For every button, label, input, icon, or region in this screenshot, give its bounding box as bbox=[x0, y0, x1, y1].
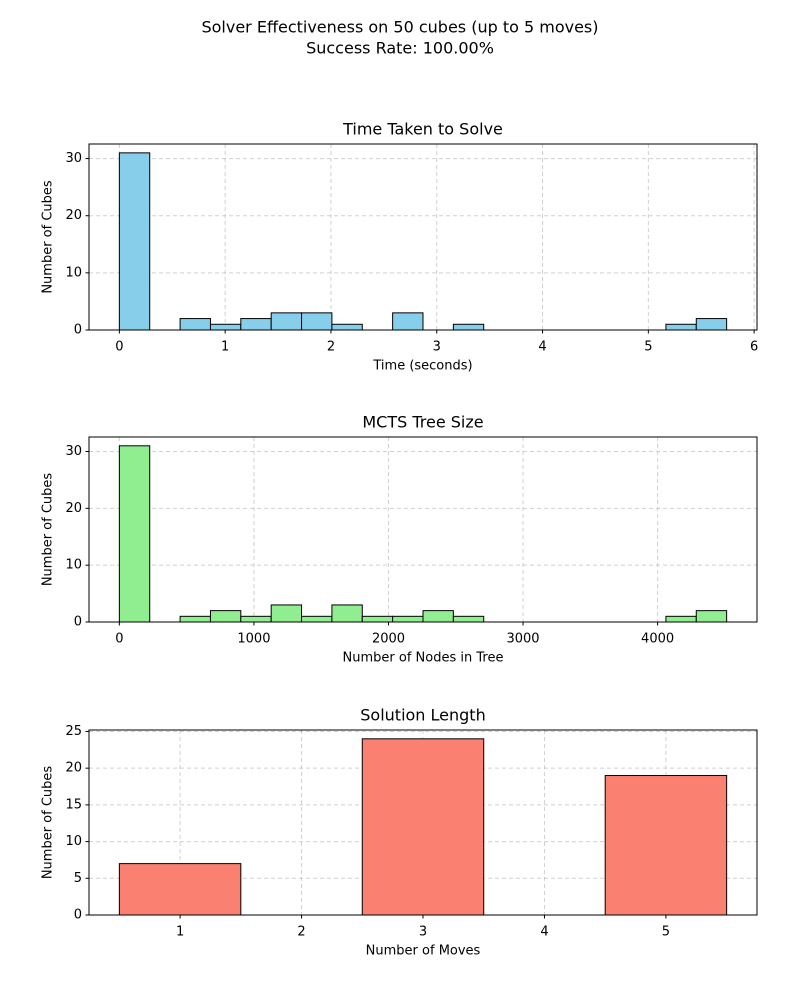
x-tick-label: 4 bbox=[540, 925, 548, 940]
y-tick-label: 10 bbox=[65, 265, 82, 280]
subplot-title: MCTS Tree Size bbox=[362, 413, 483, 432]
bar bbox=[392, 615, 424, 623]
bar bbox=[209, 323, 242, 331]
y-tick-label: 5 bbox=[74, 871, 82, 886]
axes-frame bbox=[88, 143, 758, 331]
y-axis-label: Number of Cubes bbox=[41, 473, 56, 587]
bar bbox=[422, 610, 454, 623]
x-axis-label: Number of Moves bbox=[366, 944, 481, 959]
axes-frame bbox=[88, 729, 758, 916]
y-tick-label: 20 bbox=[65, 501, 82, 516]
x-tick-label: 5 bbox=[662, 925, 670, 940]
subplot: MCTS Tree Size Number of Nodes in Tree Num… bbox=[41, 413, 758, 666]
y-tick-label: 20 bbox=[65, 761, 82, 776]
y-tick-label: 15 bbox=[65, 797, 82, 812]
y-tick-label: 10 bbox=[65, 558, 82, 573]
y-tick-label: 30 bbox=[65, 444, 82, 459]
subplot-title: Time Taken to Solve bbox=[342, 120, 503, 139]
x-tick-label: 3000 bbox=[506, 632, 539, 647]
bar bbox=[270, 312, 303, 331]
bar bbox=[118, 445, 151, 623]
bar bbox=[392, 312, 424, 331]
bar bbox=[118, 152, 151, 331]
axes-frame bbox=[88, 436, 758, 623]
bar bbox=[331, 323, 363, 331]
x-tick-label: 4 bbox=[538, 340, 546, 355]
bar bbox=[604, 775, 728, 916]
bar bbox=[452, 615, 485, 623]
bar bbox=[240, 615, 272, 623]
x-tick-label: 4000 bbox=[641, 632, 674, 647]
x-tick-label: 5 bbox=[644, 340, 652, 355]
x-axis-label: Number of Nodes in Tree bbox=[343, 651, 504, 666]
x-tick-label: 1 bbox=[221, 340, 229, 355]
x-tick-label: 2 bbox=[327, 340, 335, 355]
bar bbox=[331, 604, 363, 623]
bar bbox=[301, 312, 333, 331]
y-tick-label: 25 bbox=[65, 724, 82, 739]
bar bbox=[665, 323, 697, 331]
y-axis-label: Number of Cubes bbox=[41, 766, 56, 880]
x-tick-label: 0 bbox=[115, 340, 123, 355]
subplot: Time Taken to Solve Time (seconds) Number … bbox=[41, 120, 759, 374]
subplot-title: Solution Length bbox=[360, 706, 485, 725]
y-tick-label: 10 bbox=[65, 834, 82, 849]
x-tick-label: 1 bbox=[176, 925, 184, 940]
y-tick-label: 30 bbox=[65, 151, 82, 166]
bar bbox=[695, 610, 728, 623]
bar bbox=[452, 323, 485, 331]
bar bbox=[665, 615, 697, 623]
bar bbox=[179, 615, 211, 623]
bar bbox=[695, 318, 728, 331]
subplot: Solution Length Number of Moves Number of … bbox=[41, 706, 758, 959]
x-tick-label: 3 bbox=[419, 925, 427, 940]
y-tick-label: 20 bbox=[65, 208, 82, 223]
figure-subtitle: Success Rate: 100.00% bbox=[306, 39, 494, 58]
y-tick-label: 0 bbox=[74, 615, 82, 630]
bar bbox=[209, 610, 242, 623]
bar bbox=[118, 863, 242, 916]
x-tick-label: 0 bbox=[115, 632, 123, 647]
bar bbox=[361, 615, 394, 623]
bar bbox=[240, 318, 272, 331]
x-tick-label: 3 bbox=[433, 340, 441, 355]
bar bbox=[270, 604, 303, 623]
y-axis-label: Number of Cubes bbox=[41, 180, 56, 294]
x-tick-label: 2000 bbox=[372, 632, 405, 647]
bar bbox=[301, 615, 333, 623]
x-tick-label: 2 bbox=[297, 925, 305, 940]
figure-title: Solver Effectiveness on 50 cubes (up to … bbox=[201, 18, 598, 37]
bar bbox=[361, 738, 485, 916]
y-tick-label: 0 bbox=[74, 908, 82, 923]
x-axis-label: Time (seconds) bbox=[372, 359, 472, 374]
x-tick-label: 1000 bbox=[237, 632, 270, 647]
x-tick-label: 6 bbox=[750, 340, 758, 355]
bar bbox=[179, 318, 211, 331]
y-tick-label: 0 bbox=[74, 323, 82, 338]
